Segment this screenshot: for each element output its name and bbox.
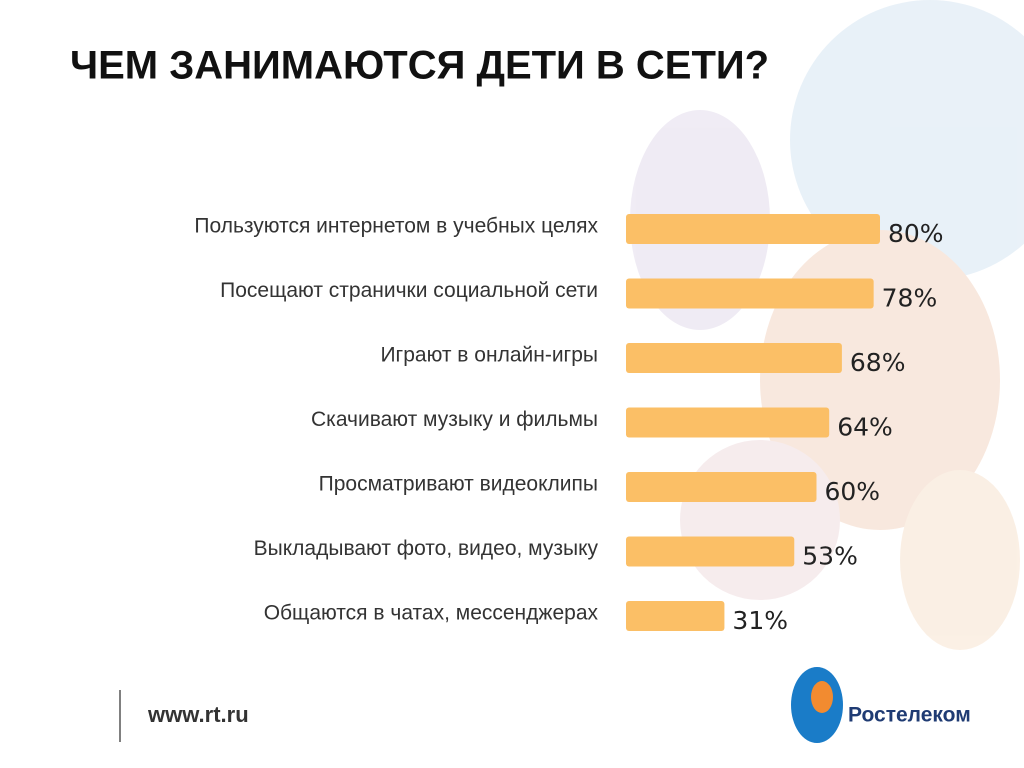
- bar: [626, 407, 830, 438]
- value-label: 31%: [732, 606, 788, 635]
- category-label: Посещают странички социальной сети: [220, 279, 598, 302]
- bar: [626, 601, 725, 631]
- title: ЧЕМ ЗАНИМАЮТСЯ ДЕТИ В СЕТИ?: [70, 44, 769, 88]
- bar: [626, 472, 817, 502]
- value-label: 80%: [888, 219, 944, 248]
- value-label: 68%: [850, 348, 906, 377]
- footer-url: www.rt.ru: [147, 702, 249, 727]
- category-label: Играют в онлайн-игры: [380, 344, 598, 367]
- category-label: Пользуются интернетом в учебных целях: [194, 215, 598, 238]
- brand-name: Ростелеком: [848, 704, 971, 727]
- category-label: Выкладывают фото, видео, музыку: [254, 537, 599, 560]
- value-label: 64%: [837, 413, 893, 442]
- category-label: Просматривают видеоклипы: [319, 473, 598, 496]
- value-label: 53%: [802, 542, 858, 571]
- bar: [626, 214, 880, 244]
- logo: [791, 667, 843, 743]
- bar: [626, 536, 795, 567]
- bar: [626, 343, 842, 373]
- value-label: 78%: [882, 284, 938, 313]
- bar: [626, 278, 874, 309]
- category-label: Скачивают музыку и фильмы: [311, 408, 598, 431]
- category-label: Общаются в чатах, мессенджерах: [264, 602, 599, 625]
- value-label: 60%: [825, 477, 881, 506]
